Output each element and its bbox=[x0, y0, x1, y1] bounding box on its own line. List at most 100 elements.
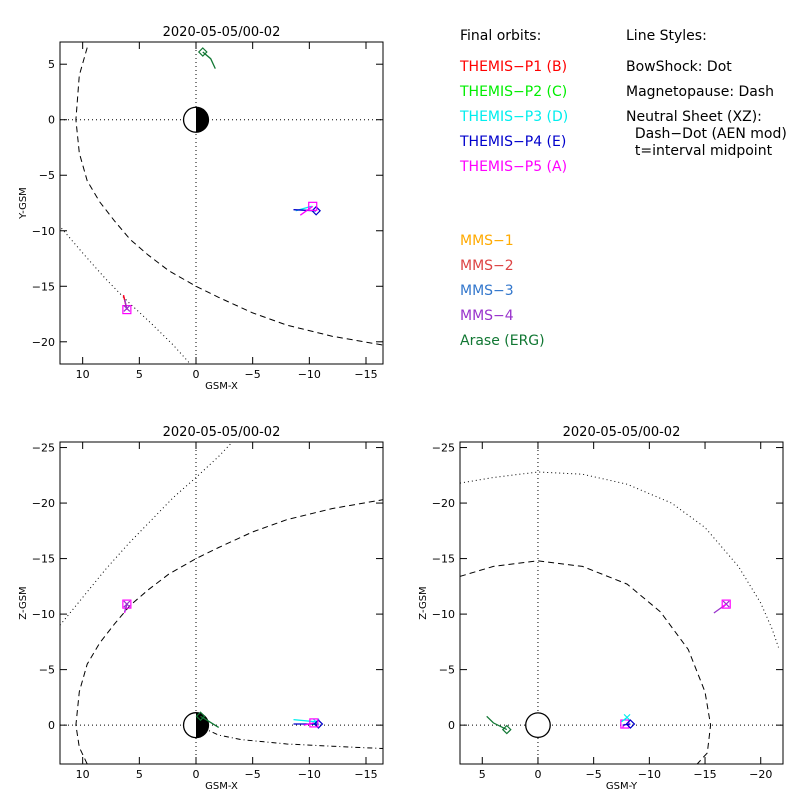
plot-frame bbox=[459, 441, 784, 765]
y-tick-label: −15 bbox=[32, 553, 55, 566]
orbit-track bbox=[299, 205, 314, 216]
x-tick-label: −10 bbox=[298, 768, 321, 781]
plot-area bbox=[60, 42, 383, 364]
plot-area bbox=[460, 442, 783, 764]
legend-mission: MMS−4 bbox=[460, 308, 514, 324]
x-tick-label: −20 bbox=[749, 768, 772, 781]
orbit-end-marker bbox=[122, 304, 132, 315]
magnetopause-curve bbox=[75, 47, 383, 346]
orbit-end-marker bbox=[122, 599, 132, 609]
y-axis-label: Y-GSM bbox=[18, 187, 29, 220]
legend-orbit: THEMIS−P5 (A) bbox=[459, 159, 567, 175]
plot-area bbox=[60, 442, 383, 764]
plot-frame bbox=[59, 41, 384, 365]
x-axis-label: GSM-X bbox=[205, 781, 238, 792]
earth-night-side bbox=[196, 712, 209, 738]
orbit-track bbox=[123, 299, 128, 309]
y-tick-label: −5 bbox=[39, 169, 55, 182]
x-axis-label: GSM-X bbox=[205, 381, 238, 392]
bow-shock-curve bbox=[60, 442, 233, 626]
legend-mission: Arase (ERG) bbox=[460, 333, 545, 349]
orbit-end-marker bbox=[623, 713, 631, 721]
y-axis-label: Z-GSM bbox=[18, 586, 29, 619]
orbit-track bbox=[202, 51, 216, 69]
y-axis-label: Z-GSM bbox=[418, 586, 429, 619]
x-tick-label: 0 bbox=[193, 368, 200, 381]
y-tick-label: −10 bbox=[432, 608, 455, 621]
orbit-end-marker bbox=[308, 201, 318, 211]
x-tick-label: −5 bbox=[586, 768, 602, 781]
legend-mission: MMS−1 bbox=[460, 233, 514, 249]
legend-orbit: THEMIS−P1 (B) bbox=[459, 59, 567, 75]
x-tick-label: 0 bbox=[534, 768, 541, 781]
bow-shock-curve bbox=[460, 471, 779, 648]
legend-mission: MMS−2 bbox=[460, 258, 514, 274]
orbits-title: Final orbits: bbox=[460, 28, 541, 44]
panel-1: 2020-05-05/00-02 10 5 0 −5 −10 −15 −20 −15 −10 −5 0… bbox=[18, 25, 384, 392]
x-tick-label: −15 bbox=[693, 768, 716, 781]
y-tick-label: −20 bbox=[32, 336, 55, 349]
orbit-end-marker bbox=[309, 718, 319, 728]
plot-frame bbox=[59, 441, 384, 765]
magnetopause-curve bbox=[75, 499, 383, 764]
y-tick-label: −20 bbox=[432, 497, 455, 510]
y-tick-label: −5 bbox=[39, 664, 55, 677]
orbit-end-marker bbox=[123, 305, 131, 312]
legend: Final orbits: THEMIS−P1 (B) THEMIS−P2 (C… bbox=[459, 28, 787, 349]
y-tick-label: −10 bbox=[32, 608, 55, 621]
y-tick-label: −25 bbox=[32, 442, 55, 455]
orbit-track bbox=[293, 718, 317, 723]
panel-3: 2020-05-05/00-02 5 0 −5 −10 −15 −20 −25 −20 −15 −1… bbox=[418, 425, 784, 792]
x-tick-label: 0 bbox=[193, 768, 200, 781]
orbit-end-marker bbox=[311, 205, 321, 216]
y-tick-label: 0 bbox=[48, 114, 55, 127]
orbit-end-marker bbox=[721, 599, 731, 609]
x-tick-label: −15 bbox=[354, 768, 377, 781]
x-tick-label: 5 bbox=[136, 768, 143, 781]
y-tick-label: −15 bbox=[32, 280, 55, 293]
legend-style: BowShock: Dot bbox=[626, 59, 732, 75]
x-tick-label: −5 bbox=[245, 768, 261, 781]
legend-style: Neutral Sheet (XZ): bbox=[626, 109, 762, 125]
orbit-end-marker bbox=[501, 724, 512, 735]
x-tick-label: 5 bbox=[479, 768, 486, 781]
earth-night-side bbox=[196, 107, 209, 133]
legend-style: Magnetopause: Dash bbox=[626, 84, 774, 100]
y-tick-label: 0 bbox=[448, 719, 455, 732]
y-tick-label: 0 bbox=[48, 719, 55, 732]
orbit-track bbox=[123, 603, 128, 613]
panel-2: 2020-05-05/00-02 10 5 0 −5 −10 −15 −25 −20 −15 −10… bbox=[18, 425, 384, 792]
orbit-end-marker bbox=[625, 719, 636, 729]
legend-orbit: THEMIS−P3 (D) bbox=[459, 109, 568, 125]
styles-title: Line Styles: bbox=[626, 28, 707, 44]
y-tick-label: −15 bbox=[432, 553, 455, 566]
orbit-end-marker bbox=[313, 719, 324, 729]
x-tick-label: −10 bbox=[298, 368, 321, 381]
x-tick-label: −5 bbox=[245, 368, 261, 381]
orbit-track bbox=[200, 715, 220, 728]
orbit-track bbox=[303, 722, 315, 726]
magnetopause-curve bbox=[460, 560, 712, 764]
x-tick-label: 10 bbox=[76, 368, 90, 381]
y-tick-label: 5 bbox=[48, 58, 55, 71]
x-tick-label: 10 bbox=[76, 768, 90, 781]
x-tick-label: 5 bbox=[136, 368, 143, 381]
orbit-end-marker bbox=[197, 47, 208, 57]
y-tick-label: −25 bbox=[432, 442, 455, 455]
orbit-track bbox=[486, 715, 508, 731]
legend-orbit: THEMIS−P2 (C) bbox=[459, 84, 567, 100]
x-tick-label: −10 bbox=[638, 768, 661, 781]
plot-title: 2020-05-05/00-02 bbox=[163, 425, 281, 440]
x-tick-label: −15 bbox=[354, 368, 377, 381]
plot-title: 2020-05-05/00-02 bbox=[563, 425, 681, 440]
legend-mission: MMS−3 bbox=[460, 283, 514, 299]
legend-style: Dash−Dot (AEN mod) bbox=[626, 126, 787, 142]
bow-shock-curve bbox=[60, 225, 191, 364]
y-tick-label: −5 bbox=[439, 664, 455, 677]
y-tick-label: −10 bbox=[32, 225, 55, 238]
neutral-sheet-curve bbox=[201, 726, 383, 749]
plot-title: 2020-05-05/00-02 bbox=[163, 25, 281, 40]
y-tick-label: −20 bbox=[32, 497, 55, 510]
orbit-end-marker bbox=[195, 711, 206, 722]
